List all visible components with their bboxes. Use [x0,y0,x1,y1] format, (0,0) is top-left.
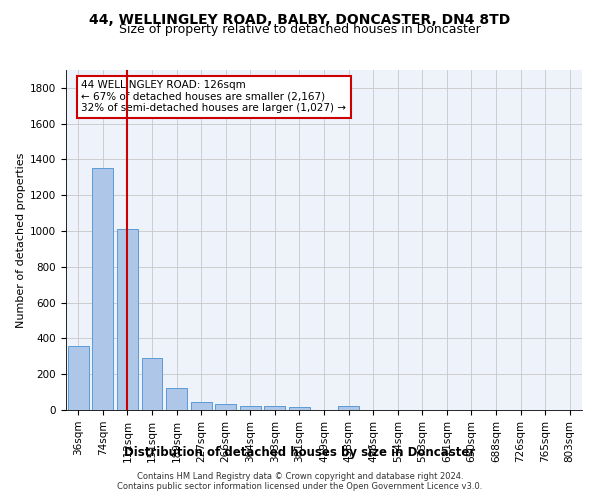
Text: Distribution of detached houses by size in Doncaster: Distribution of detached houses by size … [124,446,476,459]
Text: Contains HM Land Registry data © Crown copyright and database right 2024.: Contains HM Land Registry data © Crown c… [137,472,463,481]
Bar [265,406,286,410]
Bar [166,388,187,410]
Bar [142,358,163,410]
Bar [215,404,236,410]
Text: 44, WELLINGLEY ROAD, BALBY, DONCASTER, DN4 8TD: 44, WELLINGLEY ROAD, BALBY, DONCASTER, D… [89,12,511,26]
Bar [68,346,89,410]
Text: Size of property relative to detached houses in Doncaster: Size of property relative to detached ho… [119,22,481,36]
Bar [117,230,138,410]
Y-axis label: Number of detached properties: Number of detached properties [16,152,26,328]
Bar [92,168,113,410]
Bar [289,408,310,410]
Bar [240,406,261,410]
Bar [191,402,212,410]
Text: 44 WELLINGLEY ROAD: 126sqm
← 67% of detached houses are smaller (2,167)
32% of s: 44 WELLINGLEY ROAD: 126sqm ← 67% of deta… [82,80,346,114]
Bar [338,406,359,410]
Text: Contains public sector information licensed under the Open Government Licence v3: Contains public sector information licen… [118,482,482,491]
